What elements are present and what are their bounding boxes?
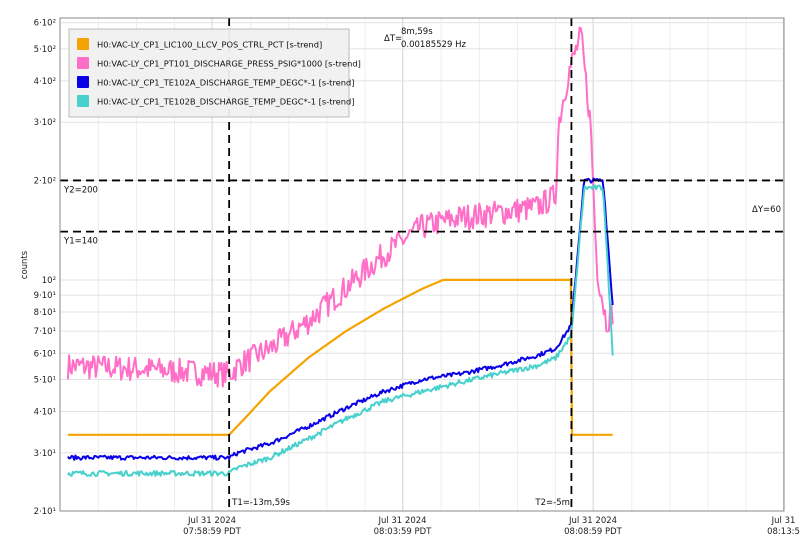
x-tick-label: Jul 31 2024 (187, 516, 236, 526)
y-tick-label: 5·10¹ (34, 375, 56, 385)
y-tick-label: 6·10¹ (34, 349, 56, 359)
legend-box (68, 28, 350, 118)
y-tick-label: 7·10¹ (34, 327, 56, 337)
x-tick-label: 08:08:59 PDT (564, 527, 623, 537)
y-tick-label: 5·10² (34, 45, 56, 55)
series-line-1 (67, 278, 613, 436)
x-tick-label: 08:13:5 (767, 527, 800, 537)
y-tick-label: 2·10¹ (34, 507, 56, 517)
delta-t-freq: 0.00185529 Hz (401, 40, 466, 50)
legend-swatch (77, 38, 89, 50)
delta-y-label: ΔY=60 (752, 205, 781, 215)
y-tick-label: 10² (42, 276, 56, 286)
x-tick-label: 08:03:59 PDT (374, 527, 433, 537)
legend-label: H0:VAC-LY_CP1_TE102B_DISCHARGE_TEMP_DEGC… (97, 97, 355, 107)
series-line-3 (67, 177, 614, 461)
legend: H0:VAC-LY_CP1_LIC100_LLCV_POS_CTRL_PCT [… (68, 28, 361, 118)
y-tick-label: 8·10¹ (34, 308, 56, 318)
axes: 6·10² 5·10² 4·10² 3·10² 2·10² 10² 9·10¹ 8·10¹ 7·… (20, 17, 800, 537)
legend-label: H0:VAC-LY_CP1_TE102A_DISCHARGE_TEMP_DEGC… (97, 78, 355, 88)
legend-swatch (77, 76, 89, 88)
legend-swatch (77, 57, 89, 69)
series-line-4 (67, 184, 614, 477)
y-tick-label: 3·10² (34, 118, 56, 128)
series-layer (66, 26, 614, 477)
x-tick-label: Jul 31 (771, 516, 796, 526)
t1-label: T1=-13m,59s (231, 498, 290, 508)
legend-label: H0:VAC-LY_CP1_LIC100_LLCV_POS_CTRL_PCT [… (97, 40, 322, 50)
plot-frame (59, 17, 785, 512)
delta-t-value: 8m,59s (401, 27, 433, 37)
y1-label: Y1=140 (63, 237, 98, 247)
series-line-2 (66, 26, 614, 388)
x-tick-label: 07:58:59 PDT (183, 527, 242, 537)
legend-swatch (77, 95, 89, 107)
y-tick-label: 3·10¹ (34, 449, 56, 459)
x-tick-label: Jul 31 2024 (568, 516, 617, 526)
y-tick-label: 6·10² (34, 19, 56, 29)
y-axis-label: counts (20, 250, 30, 279)
y-tick-label: 2·10² (34, 176, 56, 186)
legend-label: H0:VAC-LY_CP1_PT101_DISCHARGE_PRESS_PSIG… (97, 59, 361, 69)
x-tick-label: Jul 31 2024 (377, 516, 426, 526)
y-tick-label: 9·10¹ (34, 291, 56, 301)
delta-t-label: ΔT= (384, 34, 402, 44)
y-tick-label: 4·10¹ (34, 407, 56, 417)
y-tick-label: 4·10² (34, 77, 56, 87)
y2-label: Y2=200 (63, 185, 98, 195)
t2-label: T2=-5m (534, 498, 569, 508)
